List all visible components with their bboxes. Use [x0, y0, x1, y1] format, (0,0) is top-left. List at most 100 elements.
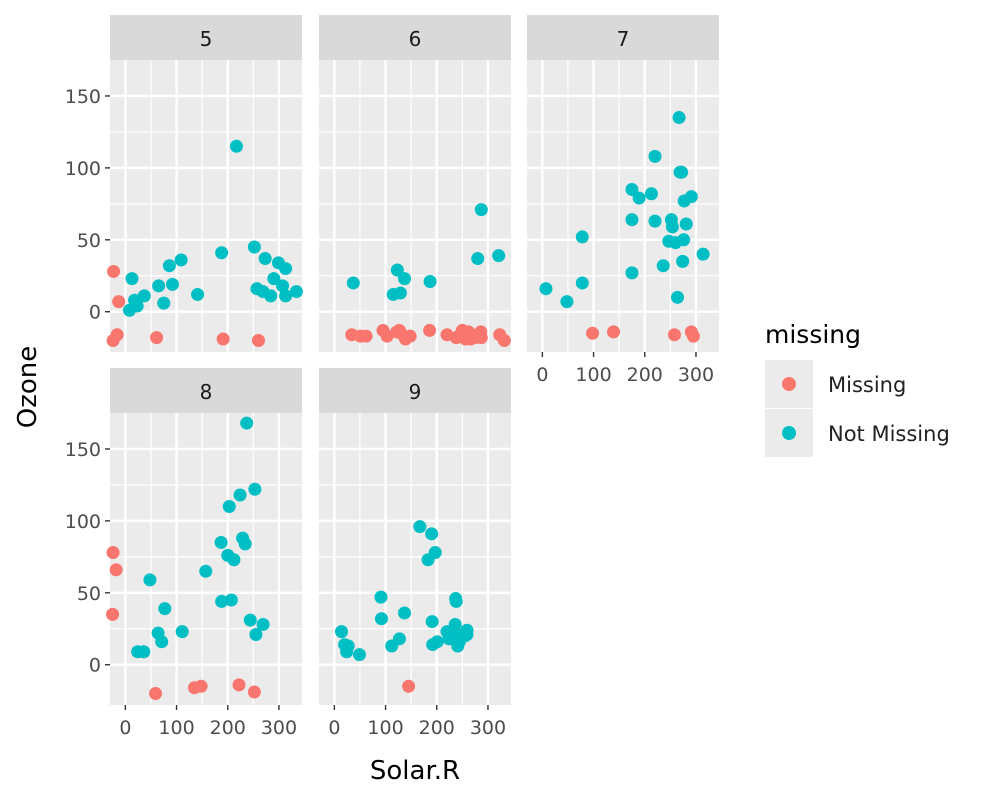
data-point-not-missing — [672, 111, 686, 125]
data-point-missing — [216, 332, 230, 346]
data-point-not-missing — [374, 612, 388, 626]
data-point-not-missing — [229, 139, 243, 153]
y-tick-label: 50 — [77, 583, 101, 605]
data-point-not-missing — [648, 149, 662, 163]
facet-panel-8 — [110, 413, 302, 705]
data-point-missing — [106, 546, 120, 560]
data-point-not-missing — [625, 266, 639, 280]
data-point-not-missing — [430, 635, 444, 649]
data-point-not-missing — [679, 217, 693, 231]
x-tick-label: 300 — [261, 717, 297, 739]
y-tick-label: 150 — [65, 439, 101, 461]
y-tick-label: 100 — [65, 511, 101, 533]
data-point-not-missing — [625, 182, 639, 196]
facet-7: 7 0 100 200 300 — [527, 15, 719, 386]
data-point-not-missing — [423, 275, 437, 289]
data-point-not-missing — [199, 564, 213, 578]
data-point-not-missing — [474, 203, 488, 217]
x-axis-title: Solar.R — [370, 756, 460, 786]
y-tick-label: 0 — [89, 302, 101, 324]
data-point-missing — [402, 679, 416, 693]
data-point-not-missing — [264, 289, 278, 303]
data-point-missing — [403, 329, 417, 343]
data-point-not-missing — [632, 191, 646, 205]
data-point-missing — [251, 333, 265, 347]
data-point-not-missing — [240, 416, 254, 430]
facet-panel-7 — [527, 60, 719, 352]
data-point-missing — [110, 328, 124, 342]
x-tick-label: 300 — [470, 717, 506, 739]
data-point-not-missing — [398, 272, 412, 286]
data-point-not-missing — [677, 233, 691, 247]
data-point-not-missing — [374, 590, 388, 604]
data-point-not-missing — [539, 282, 553, 296]
data-point-not-missing — [335, 625, 349, 639]
facet-strip-label-9: 9 — [409, 380, 422, 404]
data-point-missing — [150, 331, 164, 345]
data-point-not-missing — [191, 287, 205, 301]
y-tick-label: 100 — [65, 158, 101, 180]
data-point-not-missing — [644, 187, 658, 201]
data-point-not-missing — [449, 594, 463, 608]
data-point-missing — [149, 686, 163, 700]
data-point-missing — [686, 329, 700, 343]
data-point-not-missing — [390, 263, 404, 277]
data-point-not-missing — [398, 606, 412, 620]
data-point-missing — [359, 329, 373, 343]
facet-strip-label-7: 7 — [617, 27, 630, 51]
data-point-missing — [247, 685, 261, 699]
data-point-missing — [586, 326, 600, 340]
data-point-not-missing — [162, 259, 176, 273]
legend-key-not-missing-dot — [782, 426, 796, 440]
x-tick-label: 200 — [627, 364, 663, 386]
data-point-not-missing — [341, 639, 355, 653]
data-point-missing — [380, 329, 394, 343]
data-point-not-missing — [425, 615, 439, 629]
data-point-not-missing — [425, 527, 439, 541]
data-point-not-missing — [460, 628, 474, 642]
facet-strip-label-8: 8 — [200, 380, 213, 404]
y-axis-title: Ozone — [13, 346, 43, 429]
x-tick-label: 200 — [419, 717, 455, 739]
data-point-not-missing — [214, 535, 228, 549]
data-point-not-missing — [575, 276, 589, 290]
facet-strip-6 — [319, 15, 511, 60]
data-point-not-missing — [256, 617, 270, 631]
data-point-not-missing — [279, 289, 293, 303]
data-point-not-missing — [158, 602, 172, 616]
x-tick-label: 100 — [575, 364, 611, 386]
facet-6: 6 — [319, 15, 511, 352]
data-point-not-missing — [575, 230, 589, 244]
data-point-missing — [194, 679, 208, 693]
data-point-not-missing — [276, 279, 290, 293]
legend-key-missing-dot — [782, 377, 796, 391]
x-tick-label: 100 — [367, 717, 403, 739]
legend: missing Missing Not Missing — [765, 320, 950, 457]
data-point-not-missing — [279, 262, 293, 276]
data-point-not-missing — [247, 240, 261, 254]
data-point-not-missing — [471, 252, 485, 266]
data-point-missing — [107, 264, 121, 278]
facet-strip-7 — [527, 15, 719, 60]
data-point-not-missing — [675, 165, 689, 179]
data-point-not-missing — [625, 213, 639, 227]
data-point-not-missing — [671, 290, 685, 304]
data-point-not-missing — [696, 247, 710, 261]
data-point-missing — [232, 678, 246, 692]
facet-panel-9 — [319, 413, 511, 705]
facet-strip-label-5: 5 — [200, 27, 213, 51]
data-point-not-missing — [137, 289, 151, 303]
data-point-not-missing — [130, 299, 144, 313]
data-point-missing — [497, 333, 511, 347]
facet-strip-9 — [319, 368, 511, 413]
data-point-not-missing — [289, 285, 303, 299]
facet-strip-label-6: 6 — [409, 27, 422, 51]
data-point-not-missing — [224, 593, 238, 607]
x-tick-label: 100 — [158, 717, 194, 739]
data-point-not-missing — [267, 272, 281, 286]
data-point-missing — [109, 563, 123, 577]
data-point-missing — [423, 323, 437, 337]
